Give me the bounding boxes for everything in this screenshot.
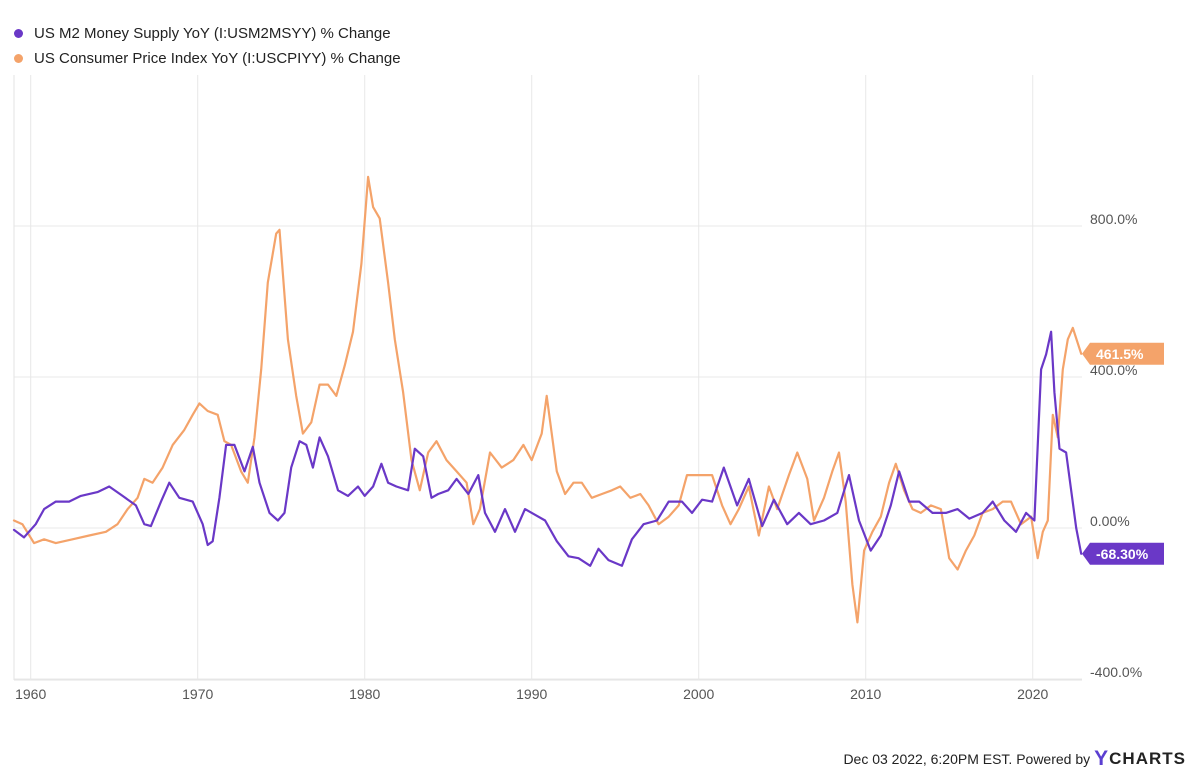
ycharts-logo[interactable]: Y CHARTS [1094, 747, 1186, 771]
y-tick-label: 400.0% [1090, 362, 1137, 378]
chart-footer: Dec 03 2022, 6:20PM EST. Powered by Y CH… [843, 747, 1186, 771]
x-tick-label: 1990 [516, 686, 547, 702]
ycharts-logo-text: CHARTS [1109, 749, 1186, 768]
legend-dot-cpi [14, 54, 23, 63]
legend-item-m2[interactable]: US M2 Money Supply YoY (I:USM2MSYY) % Ch… [14, 21, 401, 46]
legend-label-cpi: US Consumer Price Index YoY (I:USCPIYY) … [34, 50, 401, 67]
footer-timestamp: Dec 03 2022, 6:20PM EST. Powered by [843, 751, 1091, 767]
end-label-text: -68.30% [1096, 546, 1149, 562]
x-tick-label: 1980 [349, 686, 380, 702]
x-tick-label: 2020 [1017, 686, 1048, 702]
series-lines [12, 175, 1083, 624]
x-tick-label: 2000 [683, 686, 714, 702]
y-axis-ticks: 800.0% 400.0% 0.00% -400.0% [1090, 211, 1142, 680]
chart-legend: US M2 Money Supply YoY (I:USM2MSYY) % Ch… [14, 21, 401, 71]
legend-dot-m2 [14, 29, 23, 38]
x-tick-label: 2010 [850, 686, 881, 702]
legend-item-cpi[interactable]: US Consumer Price Index YoY (I:USCPIYY) … [14, 46, 401, 71]
end-label-text: 461.5% [1096, 346, 1144, 362]
x-tick-label: 1960 [15, 686, 46, 702]
series-line-cpi [12, 175, 1083, 624]
grid-lines [13, 75, 1082, 681]
legend-label-m2: US M2 Money Supply YoY (I:USM2MSYY) % Ch… [34, 25, 391, 42]
y-tick-label: 800.0% [1090, 211, 1137, 227]
x-axis-ticks: 1960 1970 1980 1990 2000 2010 2020 [15, 686, 1048, 702]
end-label-box [1082, 542, 1164, 565]
end-label-box [1082, 342, 1164, 365]
end-label-cpi: 461.5% [1082, 342, 1164, 365]
end-label-m2: -68.30% [1082, 542, 1164, 565]
x-tick-label: 1970 [182, 686, 213, 702]
y-tick-label: -400.0% [1090, 664, 1142, 680]
series-line-m2 [12, 330, 1083, 567]
end-labels: -68.30% 461.5% [1082, 342, 1164, 565]
ycharts-logo-y: Y [1094, 747, 1109, 770]
y-tick-label: 0.00% [1090, 513, 1130, 529]
